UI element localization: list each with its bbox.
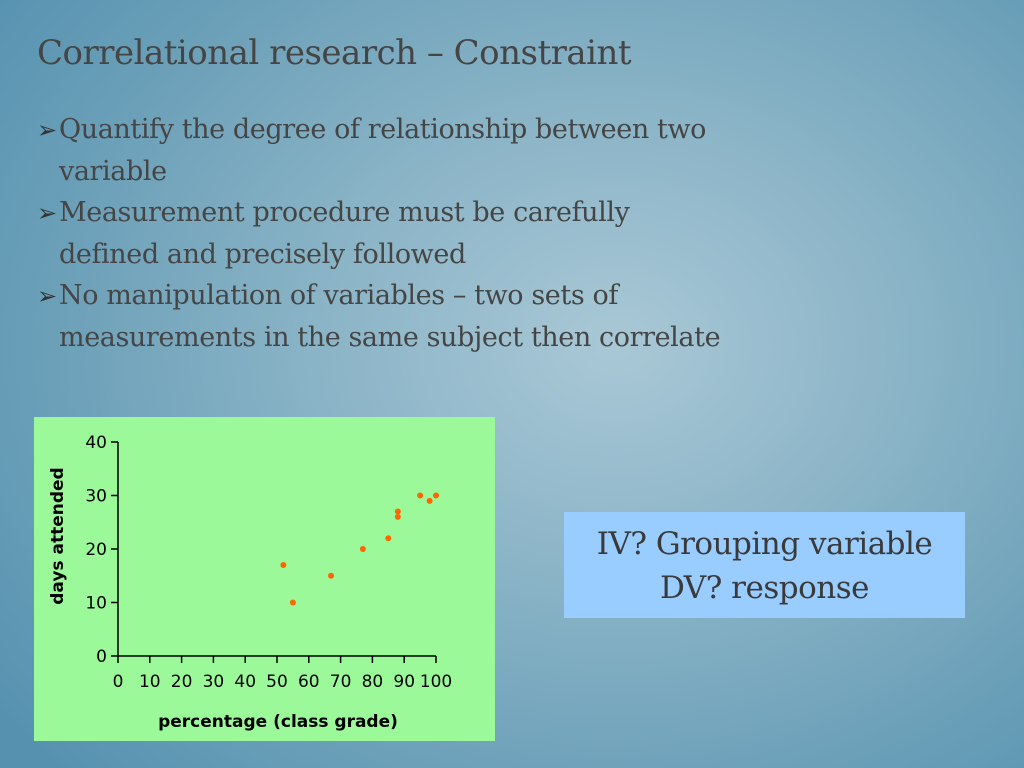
x-tick-label: 50 xyxy=(266,672,288,692)
x-axis-label: percentage (class grade) xyxy=(158,712,398,732)
data-point xyxy=(328,572,335,579)
data-point xyxy=(280,562,287,569)
x-tick-label: 0 xyxy=(113,672,124,692)
y-tick-label: 40 xyxy=(85,433,107,453)
arrow-bullet-icon: ➢ xyxy=(37,116,57,144)
note-line-iv: IV? Grouping variable xyxy=(596,526,933,562)
y-tick-label: 30 xyxy=(85,487,107,507)
bullet-item: ➢No manipulation of variables – two sets… xyxy=(37,275,737,358)
data-point xyxy=(433,492,439,499)
bullet-item: ➢Measurement procedure must be carefully… xyxy=(37,192,737,275)
data-point xyxy=(394,508,401,515)
data-point xyxy=(289,599,296,606)
data-point xyxy=(394,513,401,520)
chart-canvas: 0 10 20 30 40 0 10 20 30 40 50 60 70 80 90 100 xyxy=(85,433,452,692)
x-tick-label: 80 xyxy=(362,672,384,692)
arrow-bullet-icon: ➢ xyxy=(37,199,57,227)
data-point xyxy=(385,535,392,542)
bullet-list: ➢Quantify the degree of relationship bet… xyxy=(37,109,737,358)
data-point xyxy=(426,497,433,504)
x-tick-label: 10 xyxy=(139,672,161,692)
y-tick-label: 20 xyxy=(85,540,107,560)
bullet-item: ➢Quantify the degree of relationship bet… xyxy=(37,109,737,192)
note-box: IV? Grouping variable DV? response xyxy=(564,512,965,618)
x-tick-label: 40 xyxy=(234,672,256,692)
data-point xyxy=(417,492,424,499)
bullet-text: Measurement procedure must be carefully … xyxy=(59,197,630,270)
y-tick-label: 10 xyxy=(85,594,107,614)
scatter-chart: 0 10 20 30 40 0 10 20 30 40 50 60 70 80 90 100 xyxy=(34,417,495,741)
bullet-text: No manipulation of variables – two sets … xyxy=(59,280,721,353)
arrow-bullet-icon: ➢ xyxy=(37,282,57,310)
x-tick-label: 100 xyxy=(420,672,452,692)
data-point xyxy=(359,546,366,552)
x-tick-label: 70 xyxy=(330,672,352,692)
y-axis-label: days attended xyxy=(48,467,68,605)
note-line-dv: DV? response xyxy=(660,570,869,606)
x-tick-label: 60 xyxy=(298,672,320,692)
slide-title: Correlational research – Constraint xyxy=(37,33,632,73)
x-tick-label: 90 xyxy=(393,672,415,692)
y-tick-label: 0 xyxy=(96,647,107,667)
bullet-text: Quantify the degree of relationship betw… xyxy=(59,114,707,187)
x-tick-label: 20 xyxy=(171,672,193,692)
x-tick-label: 30 xyxy=(203,672,225,692)
